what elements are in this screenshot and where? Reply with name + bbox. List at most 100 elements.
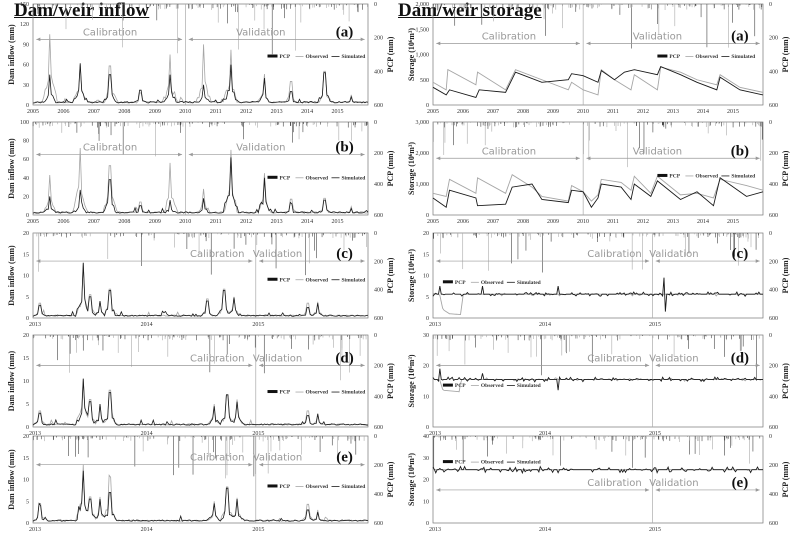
y-tick-label: 90 [23, 42, 29, 48]
pcp-bars [433, 122, 764, 168]
legend: PCP Observed Simulated [267, 54, 365, 60]
simulated-series [32, 262, 369, 317]
pcp-tick-label: 600 [374, 425, 383, 431]
y-axis-label: Dam inflow (mm) [7, 449, 16, 510]
panel-label: (b) [731, 143, 749, 159]
x-tick-label: 2013 [271, 109, 283, 115]
observed-series [432, 292, 763, 316]
x-tick-label: 2014 [141, 527, 153, 533]
y-tick-label: 1,000 [416, 53, 430, 59]
x-tick-label: 2012 [240, 109, 252, 115]
svg-text:PCP: PCP [455, 280, 466, 286]
pcp-tick-label: 200 [374, 364, 383, 370]
x-tick-label: 2009 [547, 109, 559, 115]
y-axis-label: Dam inflow (mm) [7, 245, 16, 306]
calibration-label: Calibration [587, 353, 641, 364]
y-tick-label: 0 [26, 316, 29, 322]
x-tick-label: 2010 [577, 109, 589, 115]
panel-label: (b) [335, 140, 353, 156]
pcp-tick-label: 400 [374, 492, 383, 498]
pcp-tick-label: 200 [769, 36, 778, 42]
pcp-tick-label: 0 [769, 333, 772, 339]
y-axis-label: Dam inflow (mm) [7, 350, 16, 411]
legend: PCP Observed Simulated [267, 175, 366, 181]
pcp-axis-label: PCP (mm) [386, 36, 395, 72]
y-tick-label: 500 [420, 78, 429, 84]
y-tick-label: 0 [426, 103, 429, 109]
validation-label: Validation [649, 478, 698, 489]
simulated-series [32, 157, 369, 214]
pcp-axis-label: PCP (mm) [781, 461, 790, 497]
calibration-label: Calibration [587, 478, 641, 489]
plot-frame [32, 334, 369, 428]
y-axis-label: Storage (10⁶m³) [407, 354, 416, 407]
validation-label: Validation [253, 353, 302, 364]
y-tick-label: 10 [423, 394, 429, 400]
x-tick-label: 2006 [57, 109, 69, 115]
validation-label: Validation [633, 31, 682, 42]
y-tick-label: 20 [423, 364, 429, 370]
y-tick-label: 5 [26, 499, 29, 505]
calibration-label: Calibration [190, 249, 244, 260]
pcp-bars [433, 335, 760, 381]
panel-label: (d) [335, 350, 353, 366]
x-tick-label: 2014 [301, 109, 313, 115]
validation-label: Validation [649, 353, 698, 364]
y-tick-label: 20 [23, 333, 29, 339]
y-axis-label: Storage (10⁶m³) [407, 142, 416, 195]
y-axis-label: Dam inflow (mm) [7, 138, 16, 199]
y-tick-label: 20 [23, 194, 29, 200]
x-tick-label: 2013 [429, 527, 441, 533]
pcp-tick-label: 400 [374, 288, 383, 294]
x-tick-label: 2015 [252, 322, 264, 328]
legend: PCP Observed Simulated [442, 280, 541, 286]
x-tick-label: 2015 [332, 219, 344, 225]
x-tick-label: 2014 [539, 322, 551, 328]
pcp-axis-label: PCP (mm) [781, 257, 790, 293]
x-tick-label: 2008 [517, 219, 529, 225]
legend: PCP Observed Simulated [267, 484, 366, 490]
plot-frame [32, 435, 369, 524]
legend: PCP Observed Simulated [267, 277, 365, 283]
x-tick-label: 2013 [667, 219, 679, 225]
y-axis-label: Dam inflow (mm) [7, 24, 16, 85]
svg-text:Observed: Observed [481, 460, 504, 466]
y-tick-label: 15 [23, 356, 29, 362]
observed-series [432, 66, 764, 96]
x-tick-label: 2007 [487, 219, 499, 225]
y-axis-label: Storage (10⁶m³) [407, 28, 416, 81]
simulated-series [432, 66, 764, 98]
y-axis-label: Storage (10⁶m³) [407, 453, 416, 506]
validation-label: Validation [649, 249, 698, 260]
pcp-tick-label: 200 [769, 364, 778, 370]
x-tick-label: 2010 [179, 219, 191, 225]
x-tick-label: 2009 [149, 109, 161, 115]
y-tick-label: 15 [423, 252, 429, 258]
pcp-tick-label: 600 [769, 213, 778, 219]
pcp-tick-label: 200 [769, 151, 778, 157]
pcp-bars [32, 233, 368, 276]
x-tick-label: 2011 [210, 219, 222, 225]
simulated-series [432, 368, 763, 391]
pcp-tick-label: 0 [374, 120, 377, 126]
plot-frame [32, 232, 369, 319]
y-tick-label: 10 [423, 499, 429, 505]
pcp-bars [32, 122, 368, 157]
pcp-tick-label: 400 [769, 492, 778, 498]
svg-text:Observed: Observed [695, 54, 718, 60]
x-tick-label: 2015 [727, 219, 739, 225]
svg-text:Simulated: Simulated [342, 175, 366, 181]
y-tick-label: 80 [23, 139, 29, 145]
panel-label: (c) [732, 246, 749, 262]
validation-label: Validation [253, 249, 302, 260]
y-tick-label: 120 [20, 22, 29, 28]
legend: PCP Observed Simulated [267, 390, 365, 396]
y-tick-label: 1,500 [416, 27, 430, 33]
svg-text:Simulated: Simulated [342, 484, 366, 490]
simulated-series [32, 378, 369, 426]
x-tick-label: 2011 [607, 219, 619, 225]
pcp-tick-label: 600 [374, 521, 383, 527]
calibration-label: Calibration [190, 453, 244, 464]
